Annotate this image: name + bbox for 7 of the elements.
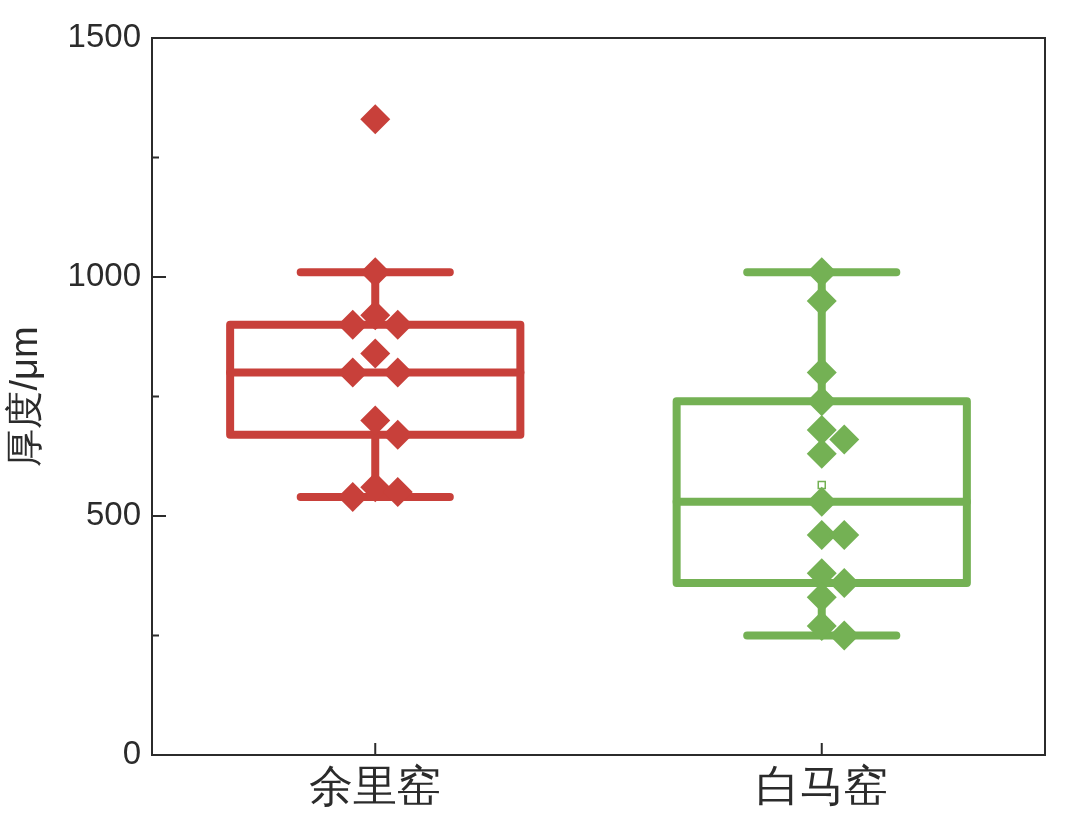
y-axis-title: 厚度/μm [3,326,46,467]
y-tick-label: 0 [122,734,141,772]
y-tick-label: 1500 [67,17,141,55]
y-tick-label: 1000 [67,256,141,294]
y-tick-label: 500 [85,495,141,533]
x-tick-label: 白马窑 [755,761,888,811]
x-tick-label: 余里窑 [309,761,442,811]
